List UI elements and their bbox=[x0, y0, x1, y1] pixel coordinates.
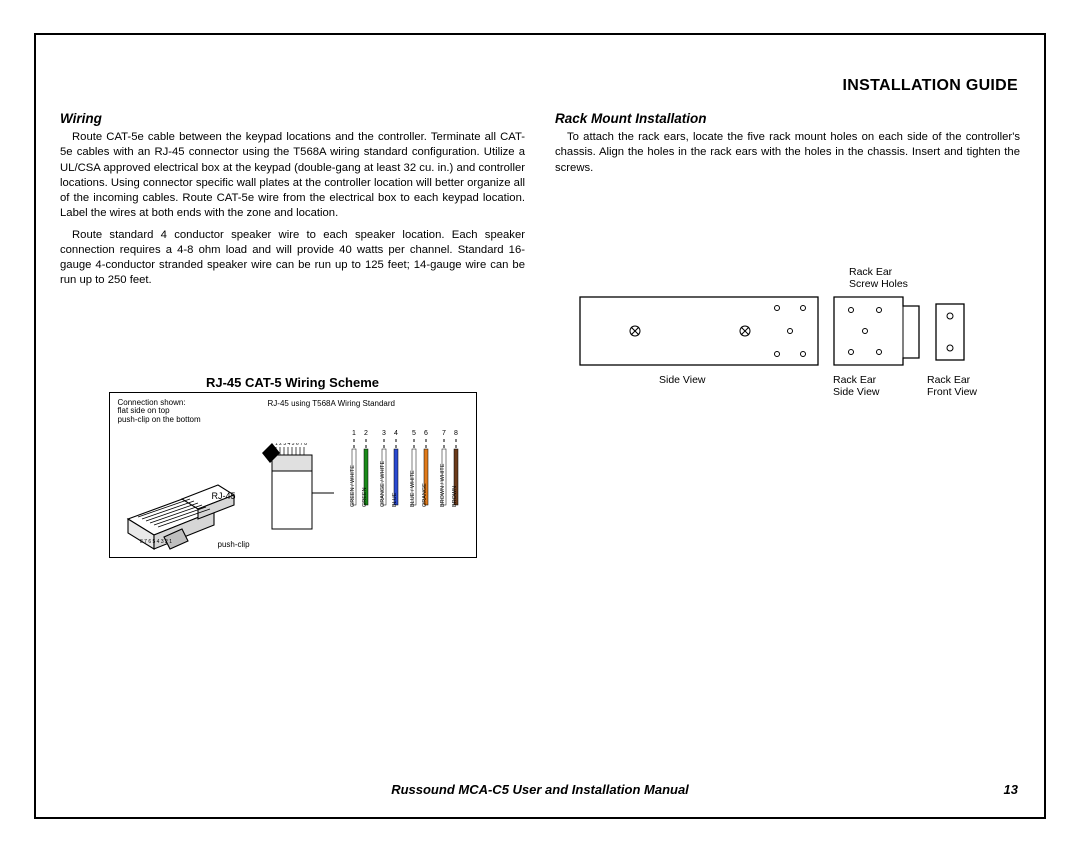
wire-label: BROWN / WHITE bbox=[440, 463, 446, 507]
wire-number: 6 bbox=[424, 430, 428, 437]
svg-text:1 2 3 4 5 6 7 8: 1 2 3 4 5 6 7 8 bbox=[275, 443, 307, 447]
rack-screw-label: Rack Ear Screw Holes bbox=[849, 266, 908, 290]
wire-label: BROWN bbox=[452, 485, 458, 506]
wire-label: ORANGE bbox=[422, 482, 428, 506]
wire-label: BLUE / WHITE bbox=[410, 469, 416, 506]
page-frame: INSTALLATION GUIDE Wiring Route CAT-5e c… bbox=[34, 33, 1046, 819]
wire-number: 2 bbox=[364, 430, 368, 437]
standard-note: RJ-45 using T568A Wiring Standard bbox=[268, 399, 395, 408]
wiring-para-2: Route standard 4 conductor speaker wire … bbox=[60, 228, 525, 289]
connection-note: Connection shown: flat side on top push-… bbox=[118, 399, 201, 425]
wire-label: ORANGE / WHITE bbox=[380, 460, 386, 506]
rj45-label: RJ-45 bbox=[212, 491, 236, 501]
rack-ear-side-icon bbox=[833, 296, 921, 368]
wire-number: 5 bbox=[412, 430, 416, 437]
rack-para: To attach the rack ears, locate the five… bbox=[555, 130, 1020, 176]
footer-title: Russound MCA-C5 User and Installation Ma… bbox=[36, 782, 1044, 797]
caption-side-view: Side View bbox=[659, 374, 706, 387]
wire-label: GREEN / WHITE bbox=[350, 464, 356, 506]
wiring-heading: Wiring bbox=[60, 111, 525, 126]
wire-number: 4 bbox=[394, 430, 398, 437]
wire-number: 1 bbox=[352, 430, 356, 437]
wire-color-diagram: 1 GREEN / WHITE 2 GREEN 3 ORANGE / WHITE 4 BLUE… bbox=[344, 427, 470, 547]
rack-diagram-area: Rack Ear Screw Holes bbox=[579, 266, 1020, 446]
push-clip-label: push-clip bbox=[218, 540, 250, 549]
rack-ear-front-icon bbox=[935, 296, 967, 368]
rj45-pin-numbers: 8 7 6 5 4 3 2 1 bbox=[140, 539, 172, 545]
conn-note-3: push-clip on the bottom bbox=[118, 415, 201, 424]
page-number: 13 bbox=[1004, 782, 1018, 797]
wire-number: 7 bbox=[442, 430, 446, 437]
columns: Wiring Route CAT-5e cable between the ke… bbox=[60, 111, 1020, 558]
scheme-box: Connection shown: flat side on top push-… bbox=[109, 392, 477, 558]
cable-body-icon: 1 2 3 4 5 6 7 8 bbox=[262, 443, 334, 539]
wire-number: 8 bbox=[454, 430, 458, 437]
conn-note-2: flat side on top bbox=[118, 406, 170, 415]
rack-side-view-icon bbox=[579, 296, 819, 368]
rack-heading: Rack Mount Installation bbox=[555, 111, 1020, 126]
wire-label: BLUE bbox=[392, 492, 398, 507]
wiring-para-1: Route CAT-5e cable between the keypad lo… bbox=[60, 130, 525, 222]
header-title: INSTALLATION GUIDE bbox=[843, 77, 1018, 95]
conn-note-1: Connection shown: bbox=[118, 398, 186, 407]
left-column: Wiring Route CAT-5e cable between the ke… bbox=[60, 111, 525, 558]
caption-ear-front: Rack Ear Front View bbox=[927, 374, 977, 399]
scheme-title: RJ-45 CAT-5 Wiring Scheme bbox=[60, 375, 525, 390]
wire-label: GREEN bbox=[362, 487, 368, 507]
wire-number: 3 bbox=[382, 430, 386, 437]
page-inner: INSTALLATION GUIDE Wiring Route CAT-5e c… bbox=[36, 35, 1044, 817]
caption-ear-side: Rack Ear Side View bbox=[833, 374, 880, 399]
right-column: Rack Mount Installation To attach the ra… bbox=[555, 111, 1020, 558]
